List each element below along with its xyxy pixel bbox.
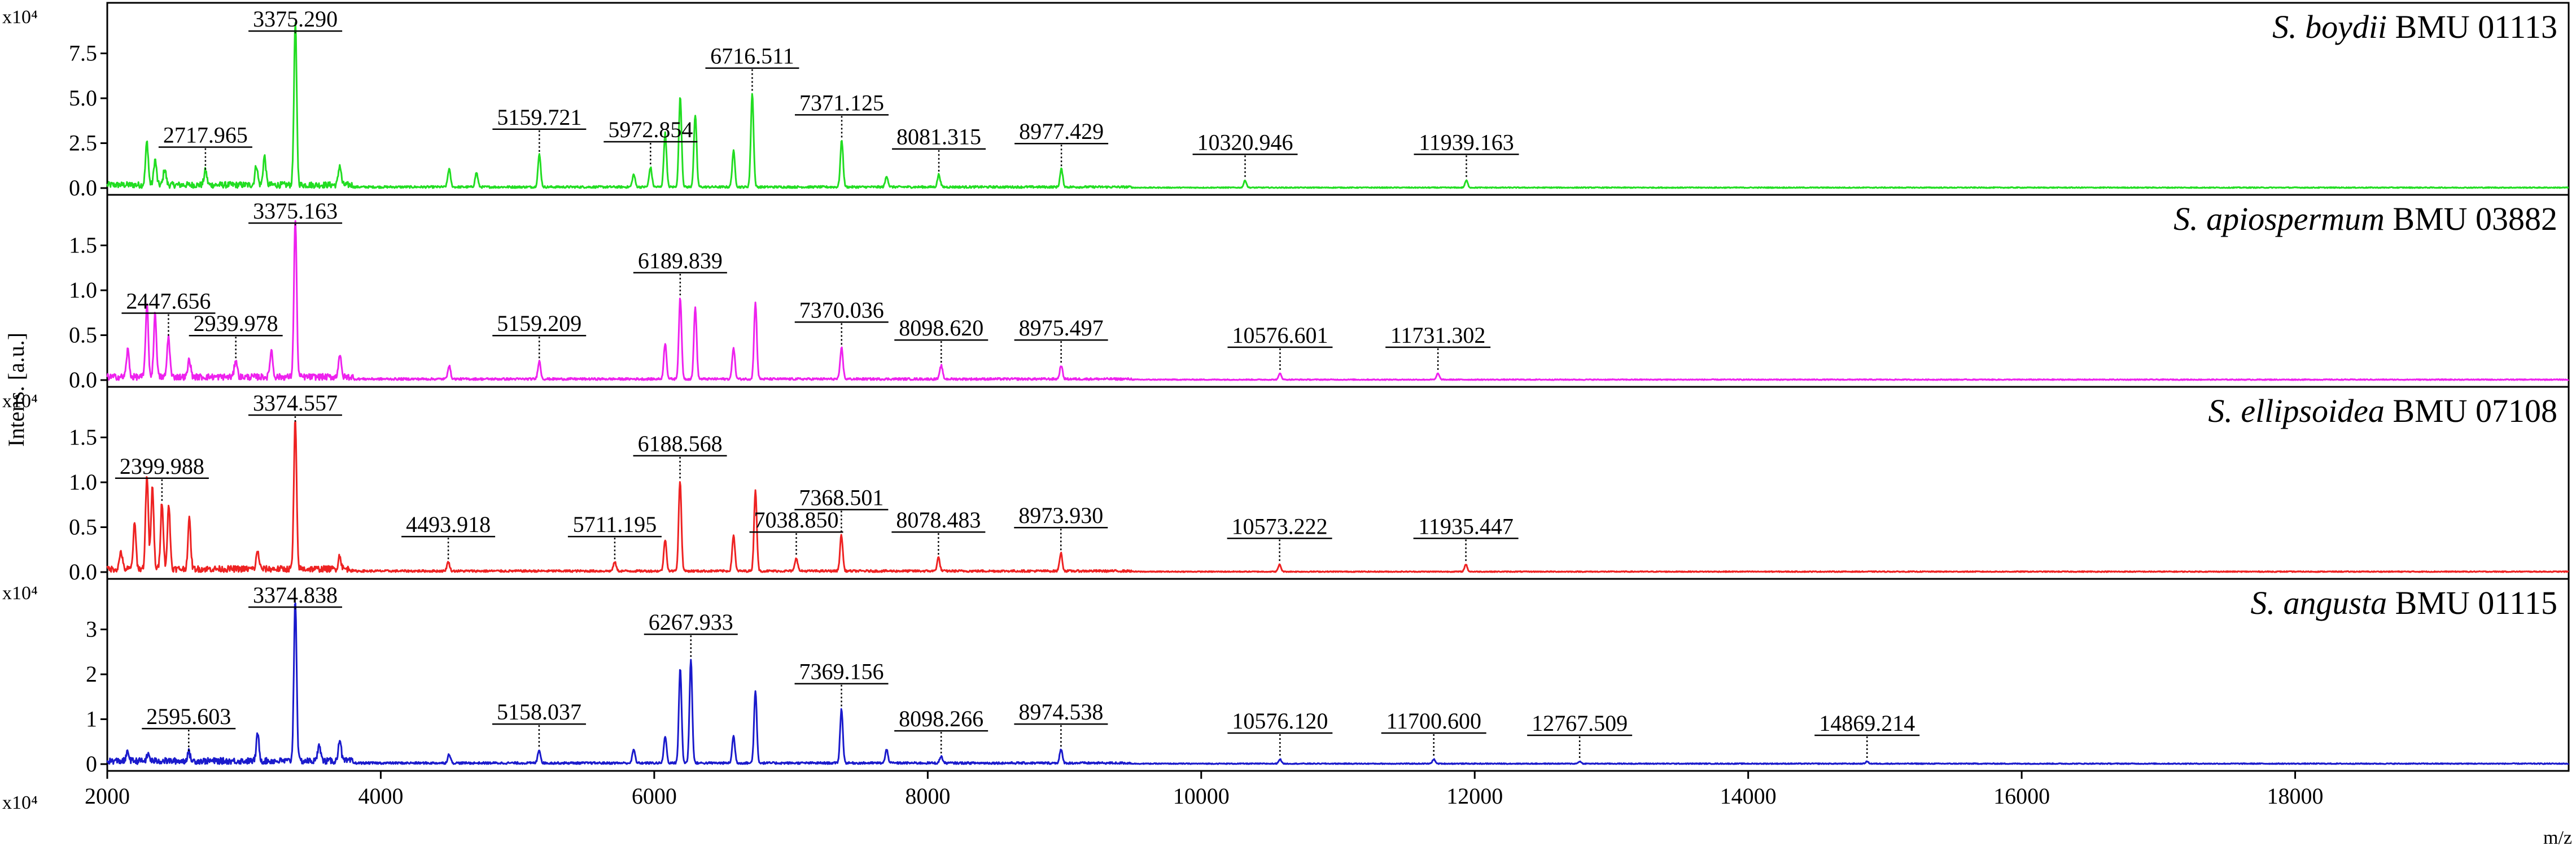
peak-label: 8098.266 xyxy=(899,706,983,731)
y-exponent-label: x10⁴ xyxy=(2,583,38,604)
species-label: S. boydii BMU 01113 xyxy=(2272,8,2557,45)
y-tick-label: 0.5 xyxy=(69,514,97,540)
peak-label: 8973.930 xyxy=(1018,503,1103,528)
peak-label: 11939.163 xyxy=(1419,129,1514,155)
spectrum-panel: x10⁴ 0 1 2 3 2595.603 3374.838 5158.037 6267.933… xyxy=(2,578,2570,777)
peak-label: 6267.933 xyxy=(649,609,733,635)
strain-id: BMU 01115 xyxy=(2387,585,2557,621)
peak-label: 10576.601 xyxy=(1232,322,1328,348)
x-tick-label: 2000 xyxy=(85,783,130,809)
peak-label: 8974.538 xyxy=(1018,699,1103,725)
peak-label: 12767.509 xyxy=(1532,710,1628,736)
peak-label: 6188.568 xyxy=(638,431,723,456)
peak-label: 7369.156 xyxy=(799,659,884,684)
peak-label: 6189.839 xyxy=(638,248,723,273)
y-tick-label: 0.0 xyxy=(69,367,97,393)
peak-label: 8977.429 xyxy=(1019,119,1104,144)
y-tick-label: 1.5 xyxy=(69,233,97,258)
x-tick-label: 16000 xyxy=(1993,783,2050,809)
spectra-panels: x10⁴ 0.0 2.5 5.0 7.5 2717.965 3375.290 5159.721… xyxy=(2,2,2570,777)
spectrum-line xyxy=(106,420,2569,573)
y-tick-label: 1.5 xyxy=(69,425,97,450)
peak-label: 2399.988 xyxy=(120,453,204,479)
spectrum-line xyxy=(106,602,2569,765)
y-exponent-label: x10⁴ xyxy=(2,391,38,412)
peak-label: 5159.209 xyxy=(497,311,581,336)
y-tick-label: 2.5 xyxy=(69,130,97,156)
strain-id: BMU 07108 xyxy=(2385,393,2557,429)
y-tick-label: 3 xyxy=(86,617,97,642)
x-axis-label: m/z xyxy=(2543,827,2572,846)
peak-label: 10320.946 xyxy=(1197,129,1293,155)
x-tick-label: 8000 xyxy=(905,783,950,809)
spectrum-line xyxy=(106,22,2569,189)
y-tick-label: 0.0 xyxy=(69,175,97,200)
y-tick-label: 7.5 xyxy=(69,41,97,66)
peak-label: 2939.978 xyxy=(194,311,278,336)
peak-label: 3375.163 xyxy=(253,198,338,224)
y-tick-label: 2 xyxy=(86,661,97,687)
peak-label: 8081.315 xyxy=(896,124,981,150)
y-axis-label: Intens. [a.u.] xyxy=(3,333,29,447)
species-label: S. angusta BMU 01115 xyxy=(2250,585,2557,621)
peak-label: 5972.854 xyxy=(608,117,693,142)
peak-label: 3374.557 xyxy=(253,390,338,416)
y-tick-label: 0.0 xyxy=(69,559,97,585)
peak-label: 10576.120 xyxy=(1232,708,1328,734)
y-tick-label: 0.5 xyxy=(69,322,97,348)
peak-label: 7371.125 xyxy=(799,90,884,115)
peak-label: 7370.036 xyxy=(799,297,884,322)
y-exponent-label: x10⁴ xyxy=(2,7,38,28)
species-name: S. ellipsoidea xyxy=(2208,393,2385,429)
strain-id: BMU 03882 xyxy=(2385,200,2557,237)
species-name: S. angusta xyxy=(2250,585,2387,621)
x-axis-ticks: 2000 4000 6000 8000 10000 12000 14000 16000 1800… xyxy=(85,771,2324,809)
peak-label: 11731.302 xyxy=(1390,322,1486,348)
species-label: S. ellipsoidea BMU 07108 xyxy=(2208,393,2557,429)
peak-label: 2717.965 xyxy=(163,123,248,148)
y-tick-label: 5.0 xyxy=(69,85,97,111)
peak-label: 2595.603 xyxy=(146,704,231,729)
peak-label: 8098.620 xyxy=(899,315,983,341)
peak-label: 3375.290 xyxy=(253,6,338,32)
spectrum-panel: x10⁴ 0.0 2.5 5.0 7.5 2717.965 3375.290 5159.721… xyxy=(2,2,2570,200)
peak-label: 5711.195 xyxy=(573,512,657,537)
peak-label: 7368.501 xyxy=(799,485,884,510)
y-tick-label: 1 xyxy=(86,707,97,732)
peak-label: 3374.838 xyxy=(253,582,338,608)
x-tick-label: 6000 xyxy=(632,783,677,809)
x-tick-label: 10000 xyxy=(1173,783,1230,809)
y-tick-label: 1.0 xyxy=(69,469,97,495)
x-tick-label: 4000 xyxy=(358,783,403,809)
x-axis-exponent-label: x10⁴ xyxy=(2,792,38,813)
peak-label: 5158.037 xyxy=(497,699,581,725)
strain-id: BMU 01113 xyxy=(2387,8,2557,45)
peak-label: 7038.850 xyxy=(754,507,839,533)
x-tick-label: 14000 xyxy=(1720,783,1777,809)
species-name: S. boydii xyxy=(2272,8,2387,45)
peak-label: 8078.483 xyxy=(896,507,981,533)
peak-label: 11935.447 xyxy=(1418,513,1514,539)
peak-label: 8975.497 xyxy=(1019,315,1104,341)
species-label: S. apiospermum BMU 03882 xyxy=(2173,200,2557,237)
y-tick-label: 0 xyxy=(86,751,97,777)
peak-label: 2447.656 xyxy=(126,288,211,313)
peak-label: 4493.918 xyxy=(406,512,491,537)
peak-label: 14869.214 xyxy=(1819,710,1915,736)
y-tick-label: 1.0 xyxy=(69,277,97,303)
peak-label: 11700.600 xyxy=(1386,708,1481,734)
peak-label: 6716.511 xyxy=(710,43,794,69)
x-tick-label: 18000 xyxy=(2267,783,2324,809)
peak-label: 5159.721 xyxy=(497,104,581,130)
x-tick-label: 12000 xyxy=(1446,783,1503,809)
spectrum-line xyxy=(106,220,2569,381)
peak-label: 10573.222 xyxy=(1232,513,1328,539)
species-name: S. apiospermum xyxy=(2173,200,2385,237)
